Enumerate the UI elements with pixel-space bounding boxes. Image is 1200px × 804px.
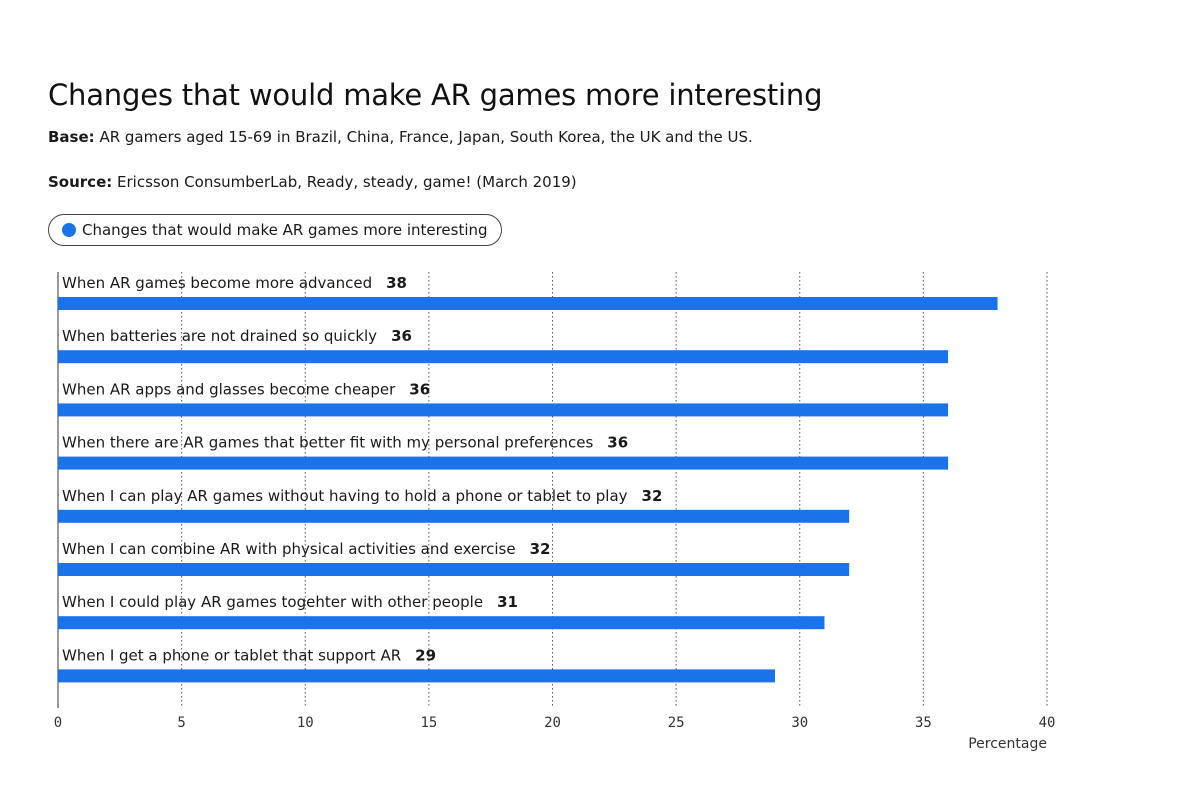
x-tick-label-10: 10 (297, 715, 314, 731)
category-name: When AR apps and glasses become cheaper (62, 380, 396, 398)
category-label-6: When I can combine AR with physical acti… (62, 540, 550, 558)
category-name: When I can play AR games without having … (62, 487, 628, 505)
source-label: Source: (48, 173, 113, 191)
category-name: When I could play AR games togehter with… (62, 593, 483, 611)
data-label: 29 (415, 646, 436, 664)
category-label-5: When I can play AR games without having … (62, 487, 662, 505)
data-label: 32 (642, 487, 663, 505)
bars (58, 297, 998, 683)
bar-8 (58, 669, 776, 683)
x-tick-label-30: 30 (791, 715, 808, 731)
chart-base-note: Base: AR gamers aged 15-69 in Brazil, Ch… (48, 128, 753, 146)
chart-source-note: Source: Ericsson ConsumberLab, Ready, st… (48, 173, 577, 191)
bar-3 (58, 403, 949, 417)
category-name: When batteries are not drained so quickl… (62, 327, 377, 345)
x-tick-label-20: 20 (544, 715, 561, 731)
x-tick-label-35: 35 (915, 715, 932, 731)
data-label: 31 (497, 593, 518, 611)
category-name: When I get a phone or tablet that suppor… (62, 646, 401, 664)
x-tick-label-0: 0 (54, 715, 62, 731)
category-label-1: When AR games become more advanced 38 (62, 274, 407, 292)
x-tick-label-40: 40 (1039, 715, 1056, 731)
data-label: 38 (386, 274, 407, 292)
x-tick-label-25: 25 (668, 715, 685, 731)
x-axis-label: Percentage (968, 736, 1047, 752)
bar-1 (58, 297, 998, 310)
data-label: 36 (391, 327, 412, 345)
base-text: AR gamers aged 15-69 in Brazil, China, F… (99, 128, 753, 146)
chart-title: Changes that would make AR games more in… (48, 78, 823, 112)
axes: 0 5 10 15 20 25 30 35 40 (54, 272, 1056, 731)
data-label: 36 (607, 434, 628, 452)
bar-4 (58, 456, 949, 470)
bar-2 (58, 350, 949, 364)
source-text: Ericsson ConsumberLab, Ready, steady, ga… (117, 173, 577, 191)
gridlines (181, 272, 1048, 708)
category-label-3: When AR apps and glasses become cheaper 3… (62, 380, 430, 398)
category-labels: When AR games become more advanced 38When… (62, 274, 662, 664)
category-label-4: When there are AR games that better fit … (62, 434, 628, 452)
category-name: When there are AR games that better fit … (62, 434, 593, 452)
x-tick-label-15: 15 (420, 715, 437, 731)
x-tick-label-5: 5 (177, 715, 185, 731)
legend-label: Changes that would make AR games more in… (82, 221, 488, 239)
data-label: 32 (530, 540, 551, 558)
category-label-2: When batteries are not drained so quickl… (62, 327, 412, 345)
category-name: When I can combine AR with physical acti… (62, 540, 516, 558)
legend-toggle-button[interactable]: Changes that would make AR games more in… (48, 214, 502, 246)
base-label: Base: (48, 128, 95, 146)
bar-5 (58, 509, 850, 523)
legend-swatch-icon (62, 223, 76, 237)
bar-6 (58, 563, 850, 576)
category-name: When AR games become more advanced (62, 274, 372, 292)
bar-7 (58, 616, 825, 630)
category-label-7: When I could play AR games togehter with… (62, 593, 518, 611)
category-label-8: When I get a phone or tablet that suppor… (62, 646, 436, 664)
data-label: 36 (409, 380, 430, 398)
